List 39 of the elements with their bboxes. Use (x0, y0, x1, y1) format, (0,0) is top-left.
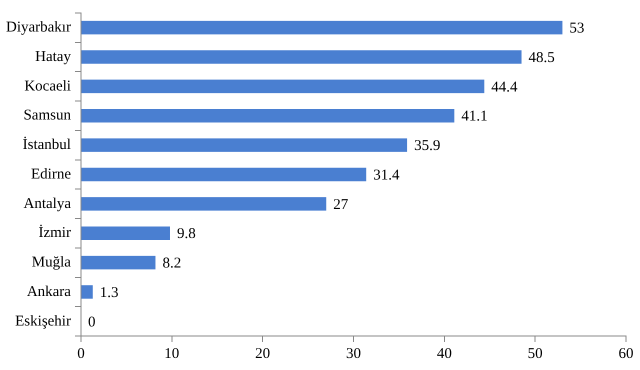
y-tick-label: Samsun (23, 108, 72, 124)
y-tick-label: Diyarbakır (6, 20, 71, 36)
x-tick-label: 20 (255, 346, 270, 362)
x-tick-label: 10 (164, 346, 180, 362)
data-label: 41.1 (461, 108, 488, 125)
y-tick-label: Ankara (26, 284, 72, 300)
x-tick-label: 40 (436, 346, 452, 362)
x-tick-label: 0 (77, 346, 85, 362)
data-label: 48.5 (528, 50, 555, 66)
data-label: 44.4 (491, 79, 518, 96)
y-tick-label: Muğla (32, 254, 72, 271)
y-tick-label: Eskişehir (15, 313, 71, 330)
data-label: 27 (333, 196, 349, 213)
bar (81, 138, 408, 152)
x-tick-label: 30 (346, 346, 361, 362)
data-label: 53 (569, 20, 584, 37)
data-label: 8.2 (162, 256, 182, 272)
bar (81, 168, 366, 182)
bar (81, 197, 326, 211)
y-tick-label: Kocaeli (24, 78, 71, 94)
x-tick-label: 60 (618, 346, 634, 362)
data-label: 1.3 (100, 284, 119, 301)
y-tick-label: Edirne (30, 166, 72, 182)
x-tick-label: 50 (528, 346, 543, 362)
data-label: 9.8 (176, 226, 196, 242)
data-label: 35.9 (414, 138, 440, 154)
bar (81, 285, 93, 299)
bar (81, 50, 522, 64)
y-tick-label: İstanbul (22, 136, 71, 154)
bar (81, 109, 454, 123)
y-tick-label: Hatay (35, 48, 72, 65)
bar (81, 256, 156, 270)
y-tick-label: Antalya (23, 196, 72, 212)
y-tick-label: İzmir (38, 224, 71, 242)
data-label: 0 (88, 314, 96, 330)
data-label: 31.4 (373, 167, 400, 184)
bar (81, 80, 484, 94)
bar (81, 226, 170, 240)
bar (81, 20, 562, 34)
